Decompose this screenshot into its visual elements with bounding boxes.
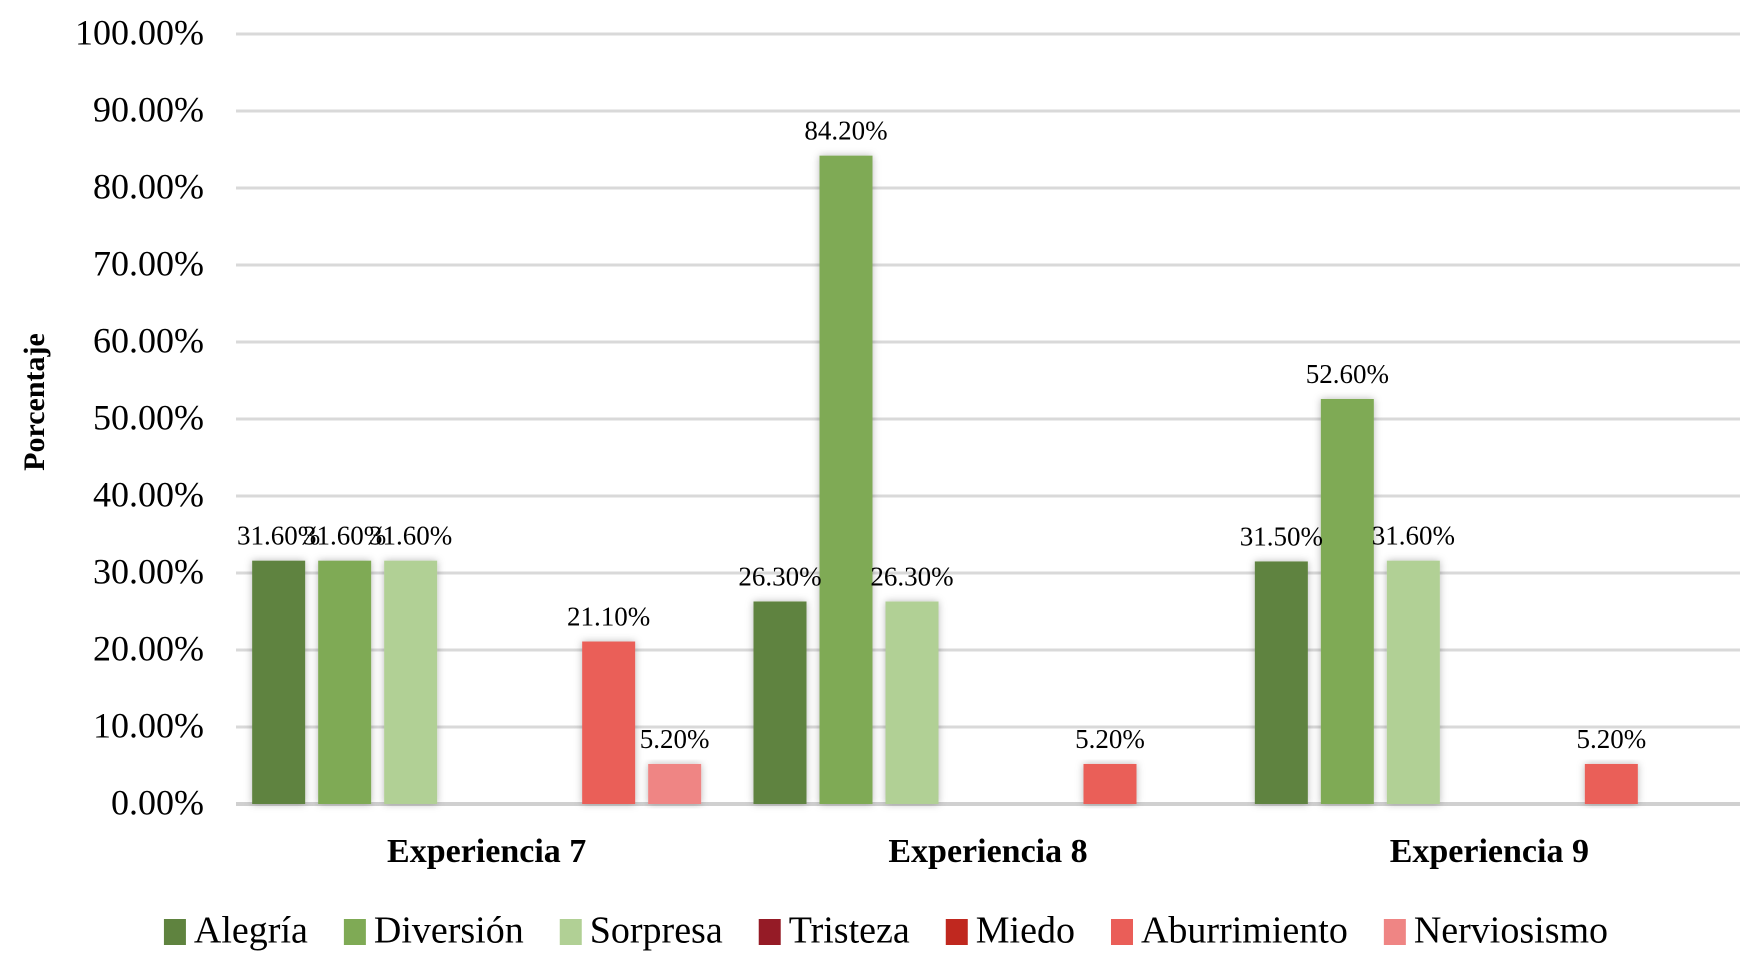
y-tick-label: 0.00% <box>111 782 204 822</box>
legend-label: Tristeza <box>789 910 910 952</box>
y-tick-label: 40.00% <box>93 474 204 514</box>
legend-swatch <box>758 919 781 945</box>
gridlines <box>236 32 1740 806</box>
bar-sorpresa-3 <box>1386 560 1440 804</box>
bar-alegría-1 <box>252 560 306 804</box>
legend-item-alegría: Alegría <box>163 910 308 952</box>
legend-item-nerviosismo: Nerviosismo <box>1383 910 1608 952</box>
data-labels: 31.60%31.60%31.60%21.10%5.20%26.30%84.20… <box>237 116 1646 754</box>
bar-nerviosismo-1 <box>648 763 702 804</box>
y-axis-label: Porcentaje <box>18 333 51 471</box>
y-tick-label: 50.00% <box>93 397 204 437</box>
x-category-label: Experiencia 9 <box>1390 833 1589 870</box>
x-axis-categories: Experiencia 7 Experiencia 8 Experiencia 9 <box>387 833 1589 870</box>
data-label: 21.10% <box>567 602 650 632</box>
bar-aburrimiento-2 <box>1083 763 1137 804</box>
legend-item-sorpresa: Sorpresa <box>559 910 723 952</box>
y-tick-label: 80.00% <box>93 166 204 206</box>
data-label: 31.60% <box>369 521 452 551</box>
y-tick-label: 90.00% <box>93 89 204 129</box>
y-axis-ticks: 0.00% 10.00% 20.00% 30.00% 40.00% 50.00% 60.00… <box>75 12 204 822</box>
y-tick-label: 70.00% <box>93 243 204 283</box>
legend-item-aburrimiento: Aburrimiento <box>1110 910 1348 952</box>
legend-swatch <box>1383 919 1406 945</box>
bar-diversión-2 <box>819 155 873 804</box>
legend-label: Nerviosismo <box>1414 910 1608 952</box>
data-label: 26.30% <box>870 561 953 591</box>
y-tick-label: 30.00% <box>93 551 204 591</box>
x-category-label: Experiencia 8 <box>888 833 1087 870</box>
data-label: 5.20% <box>1576 724 1646 754</box>
y-tick-label: 100.00% <box>75 12 204 52</box>
data-label: 31.60% <box>1372 521 1455 551</box>
bars <box>252 155 1638 804</box>
y-tick-label: 20.00% <box>93 628 204 668</box>
legend-label: Alegría <box>194 910 308 952</box>
legend-label: Aburrimiento <box>1141 910 1348 952</box>
legend-swatch <box>1110 919 1133 945</box>
data-label: 31.50% <box>1240 521 1323 551</box>
legend-item-miedo: Miedo <box>945 910 1075 952</box>
bar-aburrimiento-1 <box>582 641 636 804</box>
y-tick-label: 60.00% <box>93 320 204 360</box>
legend-item-tristeza: Tristeza <box>758 910 910 952</box>
legend-swatch <box>343 919 366 945</box>
legend-swatch <box>559 919 582 945</box>
data-label: 84.20% <box>804 116 887 146</box>
bar-sorpresa-2 <box>885 601 939 804</box>
data-label: 26.30% <box>738 561 821 591</box>
legend-swatch <box>163 919 186 945</box>
data-label: 5.20% <box>1075 724 1145 754</box>
bar-diversión-1 <box>318 560 372 804</box>
legend-label: Diversión <box>374 910 524 952</box>
legend-swatch <box>945 919 968 945</box>
data-label: 52.60% <box>1306 359 1389 389</box>
bar-diversión-3 <box>1320 398 1374 804</box>
bar-aburrimiento-3 <box>1584 763 1638 804</box>
bar-sorpresa-1 <box>384 560 438 804</box>
legend-label: Sorpresa <box>590 910 723 952</box>
bar-alegría-3 <box>1254 561 1308 804</box>
legend-item-diversión: Diversión <box>343 910 524 952</box>
legend: Alegría Diversión Sorpresa Tristeza Miedo Abu… <box>163 910 1608 952</box>
data-label: 31.60% <box>237 521 320 551</box>
data-label: 31.60% <box>303 521 386 551</box>
legend-label: Miedo <box>976 910 1075 952</box>
x-category-label: Experiencia 7 <box>387 833 586 870</box>
bar-alegría-2 <box>753 601 807 804</box>
y-tick-label: 10.00% <box>93 705 204 745</box>
data-label: 5.20% <box>640 724 710 754</box>
